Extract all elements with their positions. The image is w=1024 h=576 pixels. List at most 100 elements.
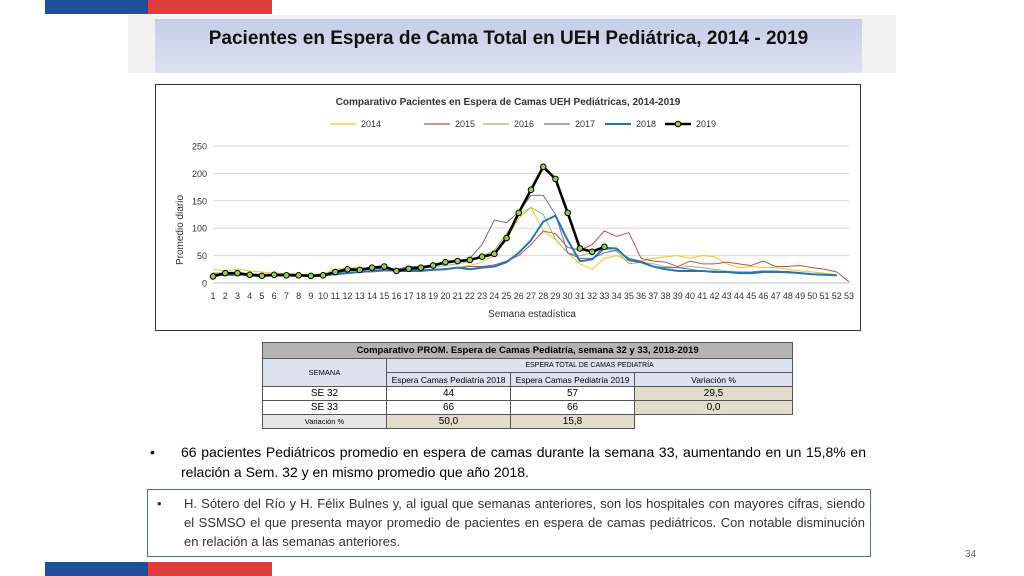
x-tick-label: 15 bbox=[379, 291, 389, 301]
x-tick-label: 17 bbox=[404, 291, 414, 301]
point-2019 bbox=[588, 248, 596, 256]
legend-label-2016: 2016 bbox=[514, 119, 534, 129]
point-2019 bbox=[344, 266, 351, 273]
point-2019 bbox=[405, 265, 412, 273]
x-tick-label: 3 bbox=[235, 291, 240, 301]
x-tick-label: 24 bbox=[489, 291, 499, 301]
table-title: Comparativo PROM. Espera de Camas Pediat… bbox=[261, 342, 794, 359]
x-tick-label: 27 bbox=[526, 291, 536, 301]
x-tick-label: 4 bbox=[247, 291, 252, 301]
series-line-2017 bbox=[213, 194, 837, 276]
x-tick-label: 25 bbox=[502, 291, 512, 301]
legend-marker-2019 bbox=[674, 120, 682, 128]
slide-title: Pacientes en Espera de Cama Total en UEH… bbox=[208, 28, 809, 49]
table-row: SE 32 44 57 29,5 bbox=[262, 386, 794, 401]
legend-label-2014: 2014 bbox=[361, 119, 381, 129]
point-2019 bbox=[307, 272, 315, 280]
x-tick-label: 37 bbox=[648, 291, 658, 301]
row-2019: 57 bbox=[510, 386, 635, 401]
point-2019 bbox=[295, 272, 302, 279]
x-tick-label: 21 bbox=[453, 291, 463, 301]
x-tick-label: 16 bbox=[391, 291, 401, 301]
point-2019 bbox=[234, 269, 241, 277]
series-line-2019 bbox=[212, 165, 605, 278]
point-2019 bbox=[478, 253, 486, 260]
point-2019 bbox=[332, 268, 339, 276]
note-box bbox=[147, 489, 871, 557]
x-tick-label: 33 bbox=[599, 291, 609, 301]
x-tick-label: 30 bbox=[563, 291, 573, 301]
x-tick-label: 34 bbox=[612, 291, 622, 301]
point-2019 bbox=[442, 258, 449, 266]
point-2019 bbox=[246, 271, 253, 279]
y-tick-label: 0 bbox=[202, 279, 207, 289]
row-2019: 66 bbox=[510, 400, 635, 415]
point-2019 bbox=[417, 264, 425, 271]
point-2019 bbox=[319, 272, 327, 279]
top-accent-blue bbox=[45, 0, 148, 14]
col-var-header: Variación % bbox=[633, 372, 794, 387]
point-2019 bbox=[564, 209, 571, 217]
row-semana: SE 32 bbox=[262, 386, 387, 401]
row-var: 29,5 bbox=[633, 386, 794, 401]
point-2019 bbox=[283, 272, 290, 279]
point-2019 bbox=[576, 245, 584, 252]
x-axis-ticks: 1 2 3 4 5 6 7 8 9 10 11 12 13 14 15 16 17 18 19 20 21 22 23 24 2… bbox=[210, 291, 854, 301]
page-number: 34 bbox=[965, 549, 977, 560]
series-line-2018 bbox=[213, 214, 837, 277]
y-tick-label: 200 bbox=[192, 169, 207, 179]
bullet-marker: • bbox=[150, 444, 155, 460]
x-tick-label: 22 bbox=[465, 291, 475, 301]
x-tick-label: 10 bbox=[318, 291, 328, 301]
x-tick-label: 42 bbox=[709, 291, 719, 301]
y-tick-label: 100 bbox=[192, 224, 207, 234]
y-axis-label: Promedio diario bbox=[175, 195, 186, 265]
legend-label-2017: 2017 bbox=[575, 119, 595, 129]
x-tick-label: 2 bbox=[223, 291, 228, 301]
x-tick-label: 13 bbox=[355, 291, 365, 301]
point-2019 bbox=[368, 264, 376, 271]
group-header: ESPERA TOTAL DE CAMAS PEDIATRÍA bbox=[385, 358, 794, 373]
variation-2019: 15,8 bbox=[510, 414, 635, 429]
x-tick-label: 44 bbox=[734, 291, 744, 301]
x-tick-label: 7 bbox=[284, 291, 289, 301]
y-tick-label: 150 bbox=[192, 196, 207, 206]
point-2019 bbox=[466, 256, 474, 264]
bottom-accent-red bbox=[148, 562, 272, 576]
point-2019 bbox=[221, 269, 229, 277]
y-tick-label: 250 bbox=[192, 142, 207, 152]
x-tick-label: 20 bbox=[440, 291, 450, 301]
y-tick-label: 50 bbox=[197, 251, 207, 261]
x-tick-label: 43 bbox=[722, 291, 732, 301]
variation-2018: 50,0 bbox=[386, 414, 511, 429]
chart-grid bbox=[213, 145, 849, 284]
chart-title: Comparativo Pacientes en Espera de Camas… bbox=[336, 97, 681, 108]
point-2019 bbox=[491, 250, 498, 258]
point-2019 bbox=[454, 257, 461, 265]
x-tick-label: 40 bbox=[685, 291, 695, 301]
variation-row: Variación % 50,0 15,8 bbox=[262, 414, 793, 429]
point-2019 bbox=[380, 263, 388, 270]
x-tick-label: 49 bbox=[795, 291, 805, 301]
point-2019 bbox=[552, 175, 559, 183]
point-2019 bbox=[601, 243, 608, 251]
table-row: SE 33 66 66 0,0 bbox=[262, 400, 794, 415]
chart-legend: 2014 2015 2016 2017 2018 2019 bbox=[330, 119, 716, 129]
x-tick-label: 19 bbox=[428, 291, 438, 301]
x-tick-label: 26 bbox=[514, 291, 524, 301]
point-2019 bbox=[515, 209, 523, 217]
x-tick-label: 14 bbox=[367, 291, 377, 301]
empty-cell bbox=[635, 415, 793, 429]
x-tick-label: 52 bbox=[832, 291, 842, 301]
bullet-text: 66 pacientes Pediátricos promedio en esp… bbox=[181, 444, 866, 480]
x-tick-label: 9 bbox=[308, 291, 313, 301]
bullet-marker: • bbox=[157, 496, 162, 511]
x-tick-label: 6 bbox=[272, 291, 277, 301]
x-tick-label: 47 bbox=[771, 291, 781, 301]
x-tick-label: 12 bbox=[343, 291, 353, 301]
point-2019 bbox=[209, 273, 217, 280]
comparison-table: Comparativo PROM. Espera de Camas Pediat… bbox=[261, 342, 794, 429]
x-tick-label: 28 bbox=[538, 291, 548, 301]
x-tick-label: 50 bbox=[807, 291, 817, 301]
row-2018: 44 bbox=[386, 386, 511, 401]
